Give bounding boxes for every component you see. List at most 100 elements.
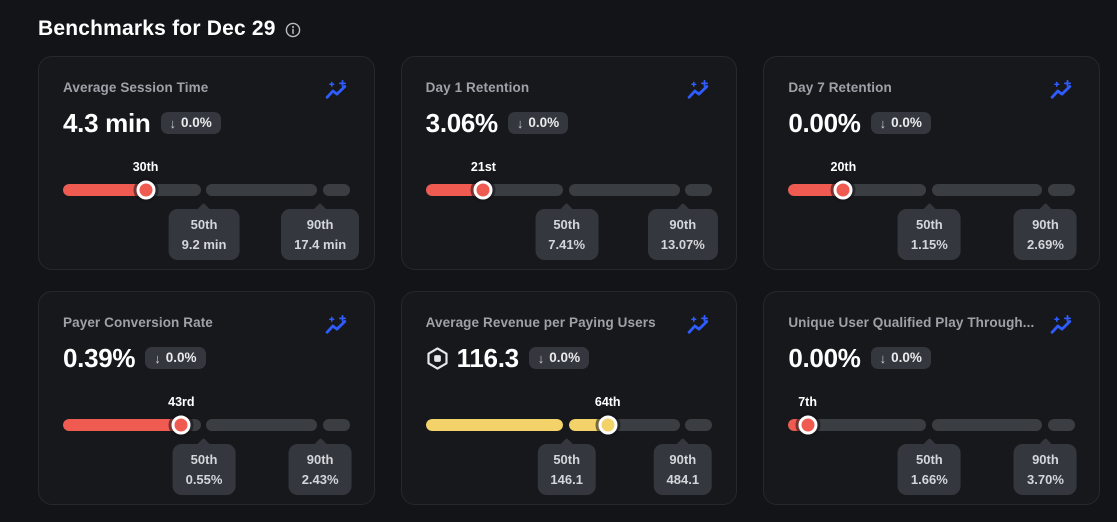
value-row: 0.00% ↓ 0.0% xyxy=(788,343,1075,373)
benchmark-card: Day 1 Retention 3.06% ↓ 0.0% 21st xyxy=(400,56,738,270)
percentile-label-row: 30th xyxy=(63,160,350,177)
change-badge: ↓ 0.0% xyxy=(870,112,931,134)
metric-value: 3.06% xyxy=(425,107,499,138)
change-value: 0.0% xyxy=(891,350,922,366)
change-value: 0.0% xyxy=(181,115,212,131)
percentile-bar xyxy=(788,415,1075,435)
bar-marker xyxy=(833,180,853,200)
percentile-label-row: 7th xyxy=(788,395,1075,412)
p50-title: 50th xyxy=(553,217,581,232)
card-head: Day 1 Retention xyxy=(426,80,713,101)
bar-segment-1 xyxy=(788,184,926,196)
p50-tooltip: 50th 0.55% xyxy=(172,444,236,495)
percentile-label-row: 21st xyxy=(426,160,713,177)
reference-tooltips: 50th 0.55% 90th 2.43% xyxy=(63,444,352,502)
card-head: Average Revenue per Paying Users xyxy=(426,315,713,336)
p50-tooltip: 50th 146.1 xyxy=(537,444,596,495)
benchmark-card: Average Revenue per Paying Users 116.3 ↓… xyxy=(400,291,738,505)
page-header: Benchmarks for Dec 29 xyxy=(0,0,1117,56)
bar-marker xyxy=(798,415,818,435)
percentile-label: 20th xyxy=(830,160,857,174)
reference-tooltips: 50th 146.1 90th 484.1 xyxy=(426,444,713,502)
page-title: Benchmarks for Dec 29 xyxy=(38,17,276,40)
change-value: 0.0% xyxy=(549,350,581,366)
percentile-gauge: 7th 50th 1.66% 90th 3.70% xyxy=(788,395,1077,502)
trend-chart-icon[interactable] xyxy=(687,315,712,336)
robux-currency-icon xyxy=(426,346,449,370)
bar-segment-3 xyxy=(322,419,350,431)
bar-marker xyxy=(473,180,493,200)
percentile-label-row: 20th xyxy=(788,160,1075,177)
trend-chart-icon[interactable] xyxy=(1050,80,1075,101)
down-arrow-icon: ↓ xyxy=(154,350,161,366)
trend-chart-icon[interactable] xyxy=(1050,315,1075,336)
metric-title: Unique User Qualified Play Through... xyxy=(788,315,1035,330)
bar-segment-3 xyxy=(685,419,713,431)
bar-segment-1 xyxy=(63,419,201,431)
p50-title: 50th xyxy=(915,452,943,467)
value-row: 0.39% ↓ 0.0% xyxy=(63,343,350,373)
percentile-label: 43rd xyxy=(168,395,195,409)
bar-seg1-fill xyxy=(788,184,844,196)
percentile-gauge: 30th 50th 9.2 min 90th 17.4 min xyxy=(63,160,360,267)
p90-tooltip: 90th 2.69% xyxy=(1014,209,1077,260)
trend-chart-icon[interactable] xyxy=(325,80,350,101)
p50-value: 146.1 xyxy=(550,471,583,487)
percentile-label-row: 64th xyxy=(426,395,713,412)
percentile-label: 64th xyxy=(594,395,621,409)
p50-tooltip: 50th 7.41% xyxy=(535,209,599,260)
percentile-gauge: 64th 50th 146.1 90th 484.1 xyxy=(425,395,713,502)
metric-value: 0.00% xyxy=(788,107,861,138)
percentile-label: 30th xyxy=(132,160,159,174)
percentile-label: 21st xyxy=(470,160,496,174)
bar-segment-1 xyxy=(425,184,564,196)
change-value: 0.0% xyxy=(165,350,197,366)
p50-tooltip: 50th 1.66% xyxy=(897,444,961,495)
percentile-label: 7th xyxy=(798,395,817,409)
reference-tooltips: 50th 1.15% 90th 2.69% xyxy=(788,209,1077,267)
p90-value: 484.1 xyxy=(666,471,700,487)
percentile-bar xyxy=(63,415,350,435)
benchmark-card: Average Session Time 4.3 min ↓ 0.0% 30th xyxy=(38,56,375,270)
p90-title: 90th xyxy=(306,452,334,467)
p90-tooltip: 90th 484.1 xyxy=(653,444,713,495)
change-badge: ↓ 0.0% xyxy=(507,112,569,134)
p90-value: 13.07% xyxy=(660,236,705,252)
metric-title: Day 1 Retention xyxy=(425,80,530,95)
card-head: Day 7 Retention xyxy=(788,80,1075,101)
bar-seg1-fill xyxy=(63,184,146,196)
reference-tooltips: 50th 9.2 min 90th 17.4 min xyxy=(63,209,360,267)
p50-title: 50th xyxy=(190,217,218,232)
bar-segment-3 xyxy=(1048,184,1075,196)
change-value: 0.0% xyxy=(528,115,560,131)
benchmark-card: Unique User Qualified Play Through... 0.… xyxy=(763,291,1100,505)
p90-value: 17.4 min xyxy=(294,236,347,252)
metric-title: Day 7 Retention xyxy=(788,80,892,95)
bar-seg2-fill xyxy=(569,419,608,431)
bar-segment-3 xyxy=(322,184,350,196)
bar-marker xyxy=(598,415,618,435)
percentile-bar xyxy=(788,180,1075,200)
benchmark-card: Day 7 Retention 0.00% ↓ 0.0% 20th xyxy=(763,56,1100,270)
down-arrow-icon: ↓ xyxy=(516,115,524,131)
card-head: Average Session Time xyxy=(63,80,350,101)
p50-title: 50th xyxy=(553,452,581,467)
trend-chart-icon[interactable] xyxy=(325,315,350,336)
bar-seg1-fill xyxy=(425,419,564,431)
percentile-bar xyxy=(425,415,713,435)
change-value: 0.0% xyxy=(891,115,922,131)
value-row: 116.3 ↓ 0.0% xyxy=(426,343,713,373)
p50-title: 50th xyxy=(915,217,943,232)
bar-segment-2 xyxy=(569,184,680,196)
bar-segment-3 xyxy=(685,184,713,196)
value-row: 3.06% ↓ 0.0% xyxy=(426,108,713,138)
trend-chart-icon[interactable] xyxy=(687,80,712,101)
info-icon[interactable] xyxy=(285,22,301,38)
bar-segment-2 xyxy=(206,419,317,431)
change-badge: ↓ 0.0% xyxy=(870,347,931,369)
down-arrow-icon: ↓ xyxy=(879,350,887,366)
p90-tooltip: 90th 3.70% xyxy=(1014,444,1077,495)
bar-segment-2 xyxy=(931,419,1043,431)
value-row: 4.3 min ↓ 0.0% xyxy=(63,108,350,138)
bar-marker xyxy=(136,180,156,200)
